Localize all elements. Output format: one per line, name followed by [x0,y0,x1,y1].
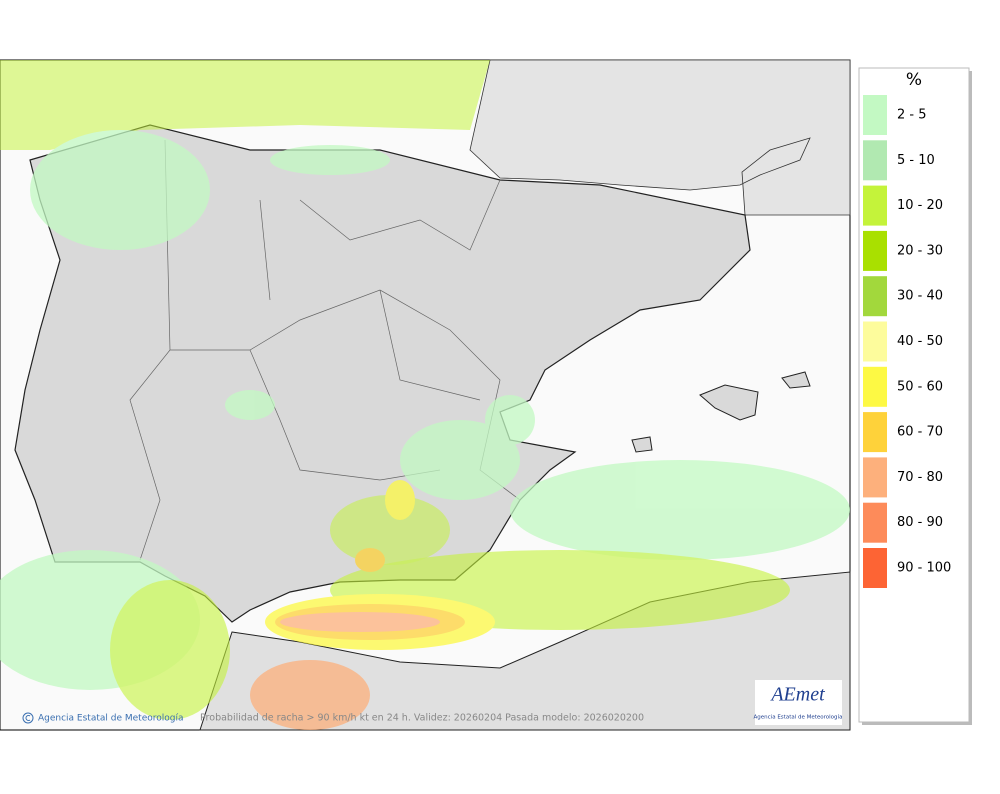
legend: % 2 - 5 5 - 10 10 - 20 20 - 30 30 - 40 40 - 5… [858,67,972,725]
legend-label: 60 - 70 [897,425,943,440]
legend-label: 80 - 90 [897,515,943,530]
legend-label: 70 - 80 [897,470,943,485]
legend-swatch [863,321,887,362]
legend-swatch [863,95,887,135]
legend-label: 30 - 40 [897,289,943,304]
logo: AEmet [769,684,825,706]
iberia [14,124,751,623]
copyright-icon [22,712,34,724]
france [469,59,851,216]
legend-label: 20 - 30 [897,243,943,258]
legend-swatch [863,276,887,317]
legend-swatch [863,412,887,453]
legend-label: 2 - 5 [897,108,927,123]
legend-label: 10 - 20 [897,198,943,213]
probability-areas [0,60,850,730]
copyright: Agencia Estatal de Meteorología [38,714,184,724]
legend-swatch [863,366,887,407]
copyright-icon-c [25,715,31,721]
legend-items: 2 - 5 5 - 10 10 - 20 20 - 30 30 - 40 40 - 50 5… [863,95,951,588]
legend-swatch [863,457,887,498]
logo-subtitle: Agencia Estatal de Meteorología [754,714,843,721]
legend-swatch [863,502,887,543]
legend-swatch [863,140,887,181]
legend-swatch [863,185,887,226]
legend-label: 50 - 60 [897,379,943,394]
balearics [631,371,811,453]
legend-swatch [863,548,887,588]
legend-label: 5 - 10 [897,153,935,168]
legend-label: 90 - 100 [897,561,951,576]
caption: Probabilidad de racha > 90 km/h kt en 24… [200,713,644,724]
legend-title: % [906,70,922,90]
legend-swatch [863,230,887,271]
logo-box [755,680,842,725]
regions [129,139,521,561]
legend-label: 40 - 50 [897,334,943,349]
map: Agencia Estatal de Meteorología Probabil… [0,59,851,731]
